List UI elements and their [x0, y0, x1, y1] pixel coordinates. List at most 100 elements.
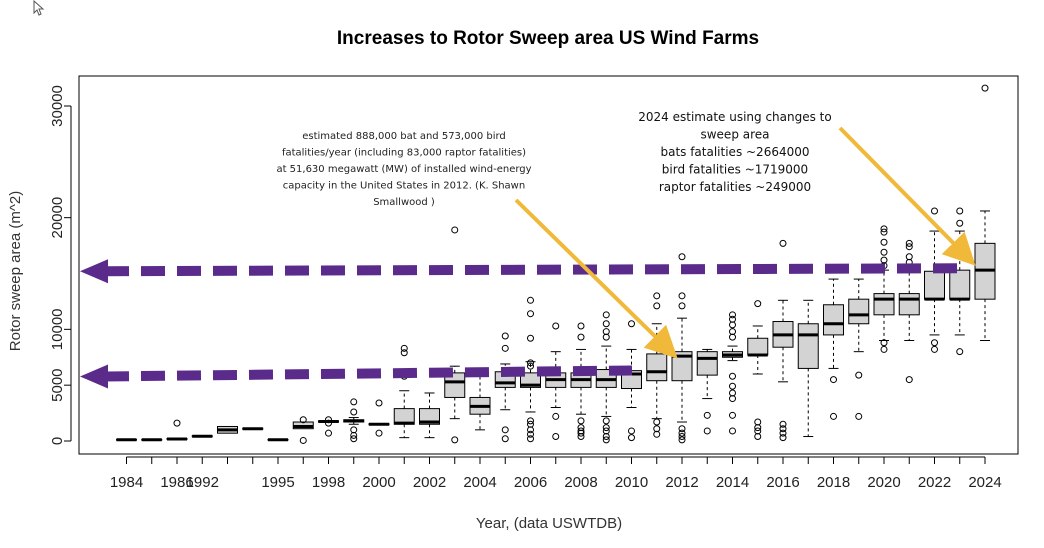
box-body — [924, 270, 945, 300]
box-body — [696, 351, 718, 376]
chart-title: Increases to Rotor Sweep area US Wind Fa… — [337, 28, 759, 49]
box-2008 — [570, 322, 592, 441]
x-tick-label: 2000 — [362, 474, 395, 491]
outlier-point — [754, 433, 762, 441]
y-tick-label: 10000 — [49, 308, 66, 350]
annotation-arrows — [514, 126, 976, 359]
box-2000 — [368, 399, 390, 437]
box-2007 — [545, 322, 567, 441]
outlier-point — [577, 417, 585, 425]
outlier-point — [299, 416, 307, 424]
outlier-point — [653, 302, 661, 310]
box-2001 — [393, 344, 415, 439]
outlier-point — [754, 300, 762, 308]
box-1998 — [318, 416, 339, 437]
outlier-point — [729, 427, 736, 435]
dashed-arrow-line — [104, 263, 969, 277]
dashed-arrow-head — [80, 259, 108, 284]
box-1997 — [292, 416, 314, 444]
box-1984 — [116, 438, 137, 442]
outlier-point — [451, 436, 459, 444]
outlier-point — [501, 344, 509, 352]
outlier-point — [173, 419, 181, 427]
y-tick-label: 20000 — [49, 197, 66, 239]
outlier-point — [830, 412, 837, 420]
outlier-point — [703, 411, 711, 419]
outlier-point — [350, 398, 358, 406]
outlier-point — [602, 433, 610, 441]
y-axis-label: Rotor sweep area (m^2) — [7, 191, 24, 351]
outlier-point — [678, 292, 686, 300]
outlier-point — [527, 296, 534, 304]
outlier-point — [830, 376, 837, 384]
plot-frame — [78, 75, 1019, 455]
outlier-point — [754, 424, 762, 432]
box-2022 — [924, 207, 945, 353]
outlier-point — [678, 302, 686, 310]
annotation-line: fatalities/year (including 83,000 raptor… — [282, 148, 526, 159]
outlier-point — [703, 427, 711, 435]
annotation-line: Smallwood ) — [373, 197, 435, 208]
outlier-point — [931, 339, 938, 347]
box-body — [444, 372, 466, 398]
outlier-point — [527, 426, 534, 434]
outlier-point — [880, 248, 888, 256]
outlier-point — [905, 376, 913, 384]
outlier-point — [350, 431, 358, 439]
box-body — [797, 323, 819, 369]
arrow-to-2012 — [514, 198, 678, 359]
y-tick-label: 30000 — [49, 85, 66, 127]
box-body — [949, 269, 971, 300]
outlier-point — [602, 333, 610, 341]
outlier-point — [400, 344, 408, 352]
outlier-point — [375, 429, 383, 437]
x-tick-label: 1992 — [186, 474, 219, 491]
box-2005 — [494, 332, 516, 443]
box-2020 — [873, 225, 895, 353]
outlier-point — [678, 436, 686, 444]
outlier-point — [779, 239, 787, 247]
box-body — [747, 337, 769, 356]
box-2013 — [696, 348, 718, 435]
outlier-point — [931, 345, 938, 353]
outlier-point — [552, 322, 560, 330]
annotation-line: 2024 estimate using changes to — [638, 110, 831, 124]
outlier-point — [729, 333, 736, 341]
annotation-line: raptor fatalities ~249000 — [659, 180, 811, 194]
box-body — [848, 298, 870, 325]
box-body — [898, 293, 920, 316]
x-axis-label: Year, (data USWTDB) — [476, 515, 622, 532]
box-2015 — [747, 300, 769, 441]
outlier-point — [577, 429, 585, 437]
x-tick-label: 2010 — [615, 474, 648, 491]
outlier-point — [956, 219, 964, 227]
x-tick-label: 2018 — [817, 474, 850, 491]
outlier-point — [552, 433, 560, 441]
outlier-point — [552, 412, 560, 420]
box-2023 — [949, 207, 971, 356]
box-body — [873, 293, 895, 316]
mouse-cursor-icon — [33, 0, 45, 16]
x-tick-label: 2002 — [413, 474, 446, 491]
x-tick-label: 1998 — [312, 474, 345, 491]
outlier-point — [931, 207, 938, 215]
outlier-point — [325, 429, 332, 437]
outlier-point — [350, 435, 358, 443]
dashed-arrow-lower — [80, 364, 633, 389]
outlier-point — [678, 425, 686, 433]
box-2017 — [797, 299, 819, 438]
outlier-point — [729, 372, 736, 380]
outlier-point — [527, 430, 534, 438]
outlier-point — [653, 292, 661, 300]
box-2018 — [823, 278, 844, 420]
box-2009 — [595, 311, 617, 444]
box-2004 — [469, 375, 491, 431]
box-1994 — [242, 427, 264, 431]
outlier-point — [527, 417, 534, 425]
outlier-point — [527, 435, 534, 443]
outlier-point — [527, 362, 534, 370]
box-2019 — [848, 278, 870, 420]
box-2002 — [419, 392, 440, 439]
